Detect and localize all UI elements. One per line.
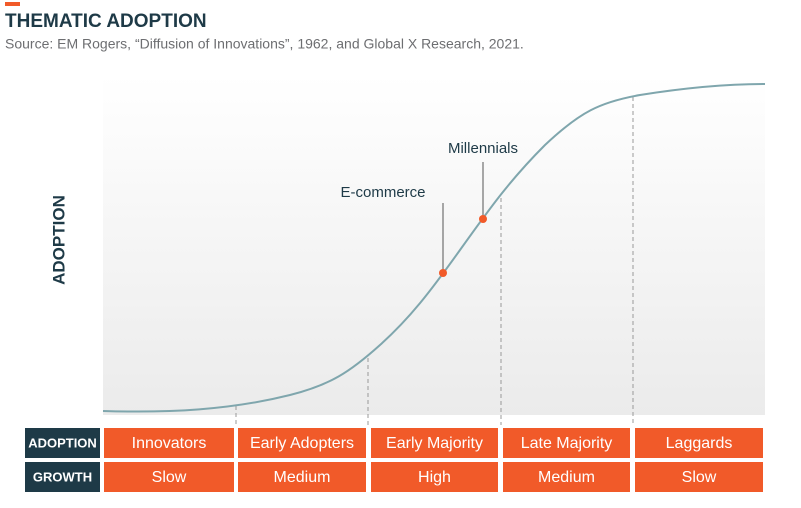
cell (371, 462, 498, 492)
cell-text: Late Majority (521, 435, 613, 452)
row-header-cell (25, 462, 100, 492)
cell (238, 462, 366, 492)
adoption-curve (102, 83, 766, 413)
row-header: ADOPTION (28, 435, 97, 450)
y-label: ADOPTION (49, 195, 68, 285)
row-header: GROWTH (33, 469, 92, 484)
cell-text: High (418, 469, 451, 486)
row-header-cell (25, 428, 100, 458)
table: ADOPTION Innovators Early Adopters Early Ma… (25, 428, 763, 492)
cell-text: Slow (152, 469, 187, 486)
cell (371, 428, 498, 458)
cell (635, 462, 763, 492)
title: THEMATIC ADOPTION (5, 11, 207, 32)
annotation: E-commerce (340, 184, 425, 201)
cell (104, 428, 234, 458)
dividers (235, 97, 634, 425)
cell (503, 428, 630, 458)
cell-text: Medium (538, 469, 595, 486)
plot-area (103, 75, 765, 415)
annotation: Millennials (448, 140, 518, 157)
cell-text: Laggards (666, 435, 733, 452)
cell (238, 428, 366, 458)
point (439, 269, 447, 277)
cell-text: Early Adopters (250, 435, 354, 452)
cell (503, 462, 630, 492)
cell-text: Medium (274, 469, 331, 486)
cell-text: Early Majority (386, 435, 483, 452)
cell (104, 462, 234, 492)
cell-text: Innovators (132, 435, 207, 452)
cell-text: Slow (682, 469, 717, 486)
point (479, 215, 487, 223)
cell (635, 428, 763, 458)
accent-bar (5, 2, 20, 6)
source: Source: EM Rogers, “Diffusion of Innovat… (5, 36, 524, 52)
